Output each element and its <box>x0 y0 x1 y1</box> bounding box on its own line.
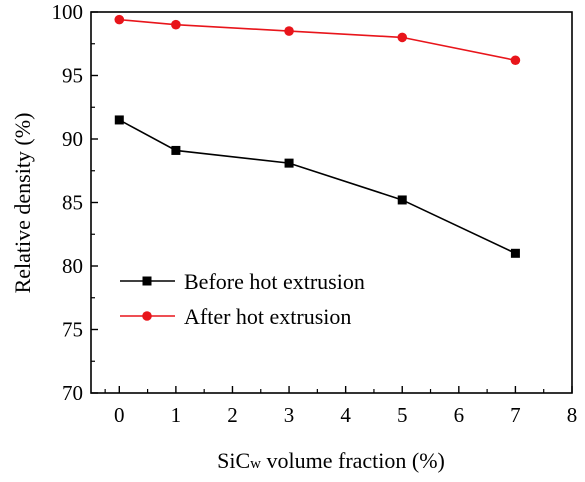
x-tick-label: 7 <box>510 403 521 427</box>
x-tick-label: 5 <box>397 403 408 427</box>
y-axis-ticks: 70 75 80 85 90 95 100 <box>52 0 98 405</box>
x-tick-label: 4 <box>340 403 351 427</box>
legend-marker <box>142 276 152 286</box>
data-point <box>114 115 124 125</box>
data-point <box>397 195 407 205</box>
data-point <box>510 55 521 66</box>
legend-marker <box>142 311 152 321</box>
y-tick-label: 100 <box>52 0 84 24</box>
y-tick-label: 70 <box>62 381 83 405</box>
legend-label: Before hot extrusion <box>184 269 365 294</box>
data-point <box>510 248 520 258</box>
x-tick-label: 2 <box>227 403 238 427</box>
data-point <box>284 26 294 36</box>
y-tick-label: 80 <box>62 254 83 278</box>
series-line <box>118 119 516 255</box>
legend-label: After hot extrusion <box>184 304 351 329</box>
x-tick-label: 6 <box>454 403 465 427</box>
x-tick-label: 0 <box>114 403 125 427</box>
data-point <box>284 158 294 168</box>
series-layer <box>114 14 521 258</box>
y-tick-label: 90 <box>62 127 83 151</box>
y-axis-title: Relative density (%) <box>10 113 35 294</box>
data-point <box>171 19 181 30</box>
x-axis-title: SiCw volume fraction (%) <box>217 448 445 473</box>
x-tick-label: 3 <box>284 403 295 427</box>
plot-frame <box>90 11 573 394</box>
x-axis-ticks: 0 1 2 3 4 5 6 7 8 <box>104 386 578 427</box>
x-tick-label: 1 <box>171 403 182 427</box>
y-tick-label: 75 <box>62 318 83 342</box>
data-point <box>114 14 125 25</box>
data-point <box>397 32 408 43</box>
series-1 <box>114 14 521 66</box>
y-tick-label: 95 <box>62 64 83 88</box>
legend: Before hot extrusion After hot extrusion <box>120 269 365 329</box>
y-tick-label: 85 <box>62 191 83 215</box>
x-tick-label: 8 <box>567 403 578 427</box>
data-point <box>171 145 181 155</box>
series-0 <box>114 115 520 258</box>
